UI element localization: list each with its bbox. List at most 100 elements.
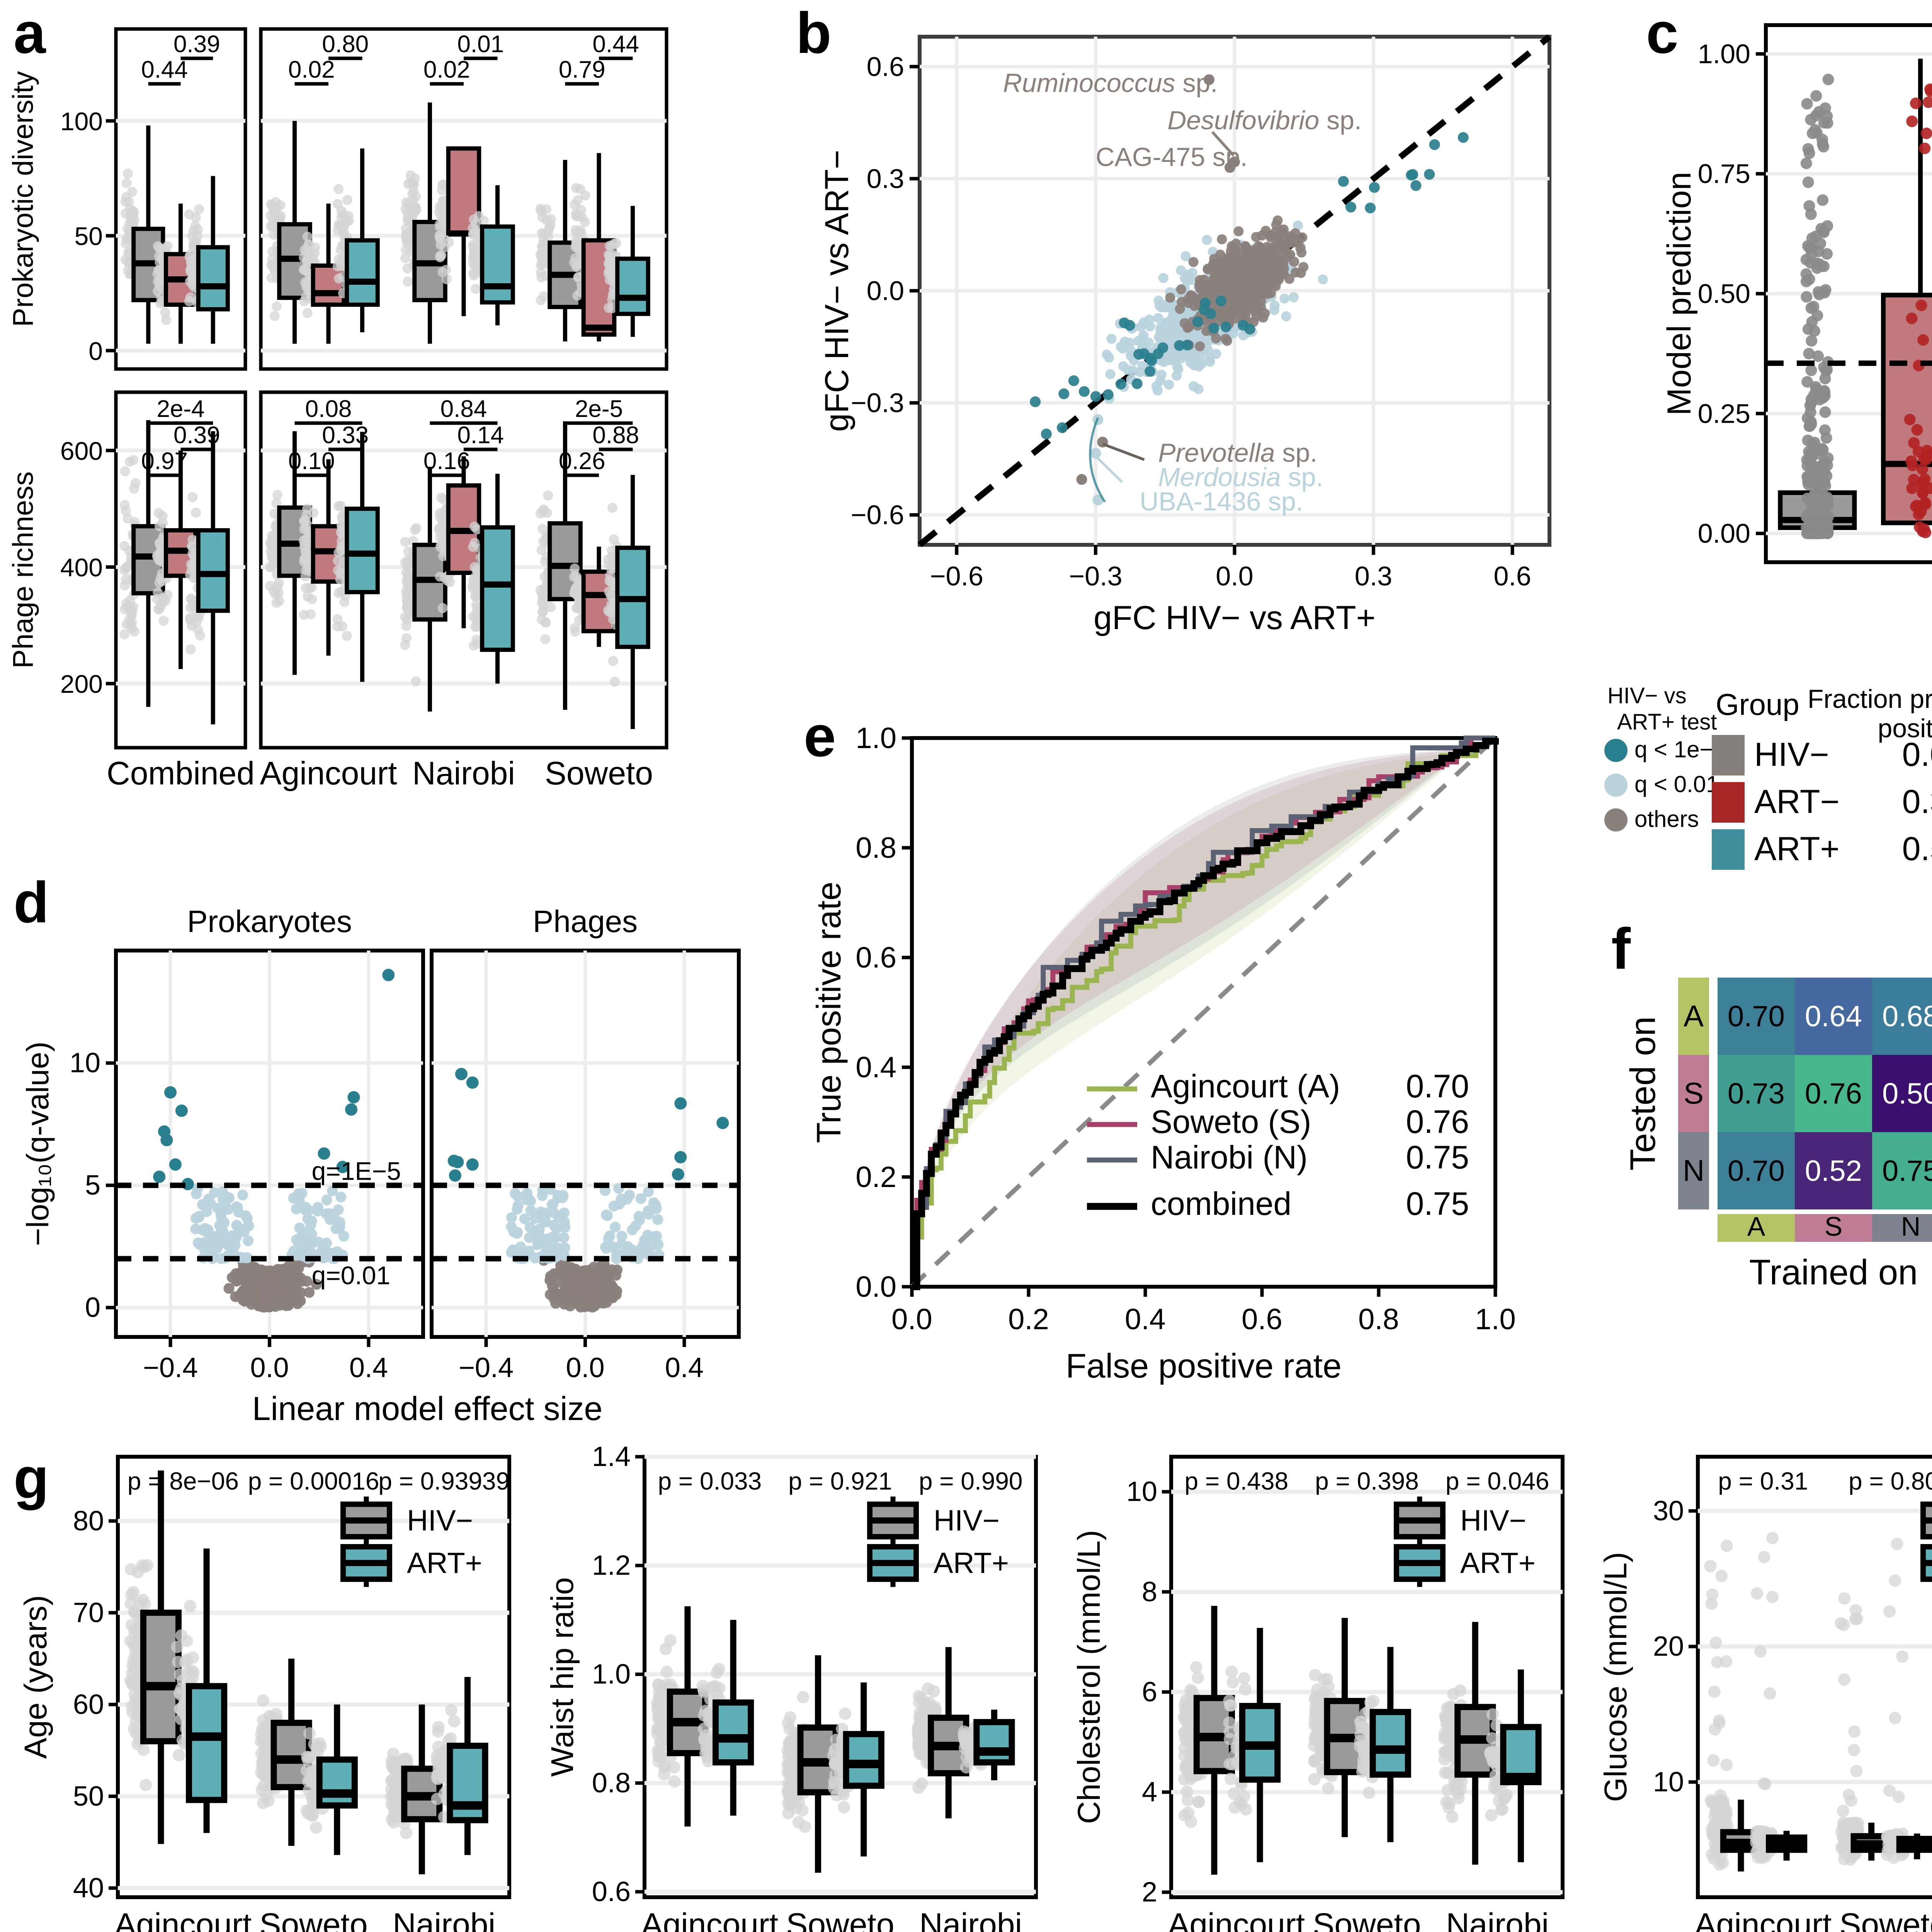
volcano-point-q001: [624, 1189, 635, 1201]
scatter-point: [1238, 320, 1249, 331]
boxplot: [345, 432, 380, 682]
jitter-point: [310, 1821, 323, 1834]
scatter-point: [1167, 335, 1177, 345]
scatter-point: [1256, 281, 1267, 291]
leader-line: [1102, 442, 1145, 461]
scatter-point: [1228, 276, 1238, 286]
scatter-point: [1180, 251, 1191, 262]
jitter-point: [302, 308, 313, 318]
jitter-point: [434, 1747, 447, 1760]
volcano-point-q001: [242, 1252, 253, 1264]
beeswarm-point: [1915, 299, 1927, 311]
heatmap-cell: [1795, 1055, 1872, 1132]
beeswarm-point: [1801, 291, 1813, 303]
jitter-point: [580, 217, 590, 227]
y-tick-label: 0.8: [592, 1767, 631, 1798]
scatter-point: [1273, 232, 1284, 242]
row-label-swatch: [1678, 1055, 1709, 1132]
volcano-point-q001: [512, 1226, 523, 1238]
heatmap-cell: [1718, 1055, 1795, 1132]
x-category-label: Nairobi: [393, 1906, 495, 1932]
pvalue-label: 2e-4: [156, 396, 204, 422]
jitter-point: [128, 211, 139, 222]
y-axis-title: Model prediction: [1661, 172, 1698, 415]
pvalue-label: 2e-5: [575, 396, 623, 422]
y-axis-title: True positive rate: [810, 882, 848, 1143]
jitter-point: [448, 1715, 461, 1728]
boxplot: [480, 185, 515, 326]
col-label-swatch: [1795, 1214, 1872, 1242]
jitter-point: [269, 586, 279, 597]
y-tick-label: 0.0: [867, 276, 904, 306]
jitter-point: [469, 214, 479, 224]
jitter-point: [573, 211, 583, 221]
beeswarm-point: [1806, 335, 1818, 347]
scatter-point: [1172, 371, 1182, 381]
volcano-point-q001: [559, 1216, 570, 1228]
jitter-point: [299, 296, 310, 306]
jitter-point: [299, 610, 309, 620]
leader-line: [1211, 131, 1235, 156]
volcano-point-q001: [550, 1232, 561, 1243]
scatter-point: [1186, 290, 1196, 301]
jitter-point: [136, 1559, 149, 1572]
scatter-point: [1195, 341, 1205, 352]
beeswarm-point: [1906, 312, 1918, 324]
x-tick-label: 0.4: [1125, 1303, 1166, 1336]
scatter-point: [1153, 313, 1163, 323]
species-annotation: Prevotella sp.: [1158, 438, 1317, 468]
y-tick-label: 0.3: [867, 163, 904, 194]
y-axis-title: Prokaryotic diversity: [7, 71, 39, 327]
jitter-point: [387, 1816, 400, 1829]
species-name-italic: Desulfovibrio: [1167, 106, 1319, 135]
jitter-point: [299, 516, 310, 527]
volcano-point-ns: [223, 1283, 235, 1294]
scatter-point: [1199, 304, 1210, 315]
scatter-point: [1187, 347, 1198, 358]
volcano-point-q001: [304, 1242, 316, 1253]
jitter-point: [607, 241, 617, 252]
box-body: [615, 257, 650, 316]
y-axis-title: Waist hip ratio: [545, 1577, 580, 1777]
scatter-point: [1269, 300, 1280, 311]
volcano-point-q001: [643, 1186, 654, 1197]
pvalue-label: 0.33: [322, 422, 369, 449]
jitter-point: [129, 1642, 141, 1655]
volcano-point-ns: [580, 1265, 592, 1276]
jitter-point: [160, 307, 170, 318]
species-annotation: Desulfovibrio sp.: [1167, 106, 1362, 135]
beeswarm-point: [1805, 114, 1817, 126]
pvalue-label: 0.14: [457, 422, 504, 449]
beeswarm-point: [1821, 248, 1833, 260]
volcano-point-q001: [616, 1231, 628, 1242]
plot-frame: [643, 1455, 1038, 1899]
scatter-point: [1458, 132, 1469, 143]
x-category-label: Agincourt: [260, 755, 397, 791]
panel-c-letter: c: [1646, 0, 1679, 65]
jitter-point: [302, 1807, 315, 1820]
jitter-point: [306, 1765, 319, 1778]
jitter-point: [402, 596, 412, 606]
pvalue-label: 0.80: [322, 31, 369, 58]
jitter-point: [607, 503, 618, 513]
jitter-point: [120, 466, 130, 476]
y-tick-label: 60: [73, 1689, 104, 1720]
jitter-point: [407, 211, 418, 221]
volcano-point-ns: [238, 1260, 249, 1272]
x-category-label: Nairobi: [412, 755, 515, 791]
sig-legend-title-line1: HIV− vs: [1607, 683, 1687, 708]
jitter-point: [154, 578, 165, 588]
jitter-point: [185, 644, 196, 655]
volcano-point-q001: [231, 1201, 242, 1213]
jitter-point: [797, 1691, 810, 1704]
col-label: S: [1825, 1211, 1843, 1242]
jitter-point: [123, 257, 134, 268]
pvalue-label: 0.39: [173, 422, 220, 449]
beeswarm-point: [1822, 73, 1834, 85]
jitter-point: [545, 219, 556, 230]
facet-title: Prokaryotes: [187, 904, 352, 939]
jitter-point: [121, 178, 132, 188]
jitter-point: [191, 237, 201, 247]
